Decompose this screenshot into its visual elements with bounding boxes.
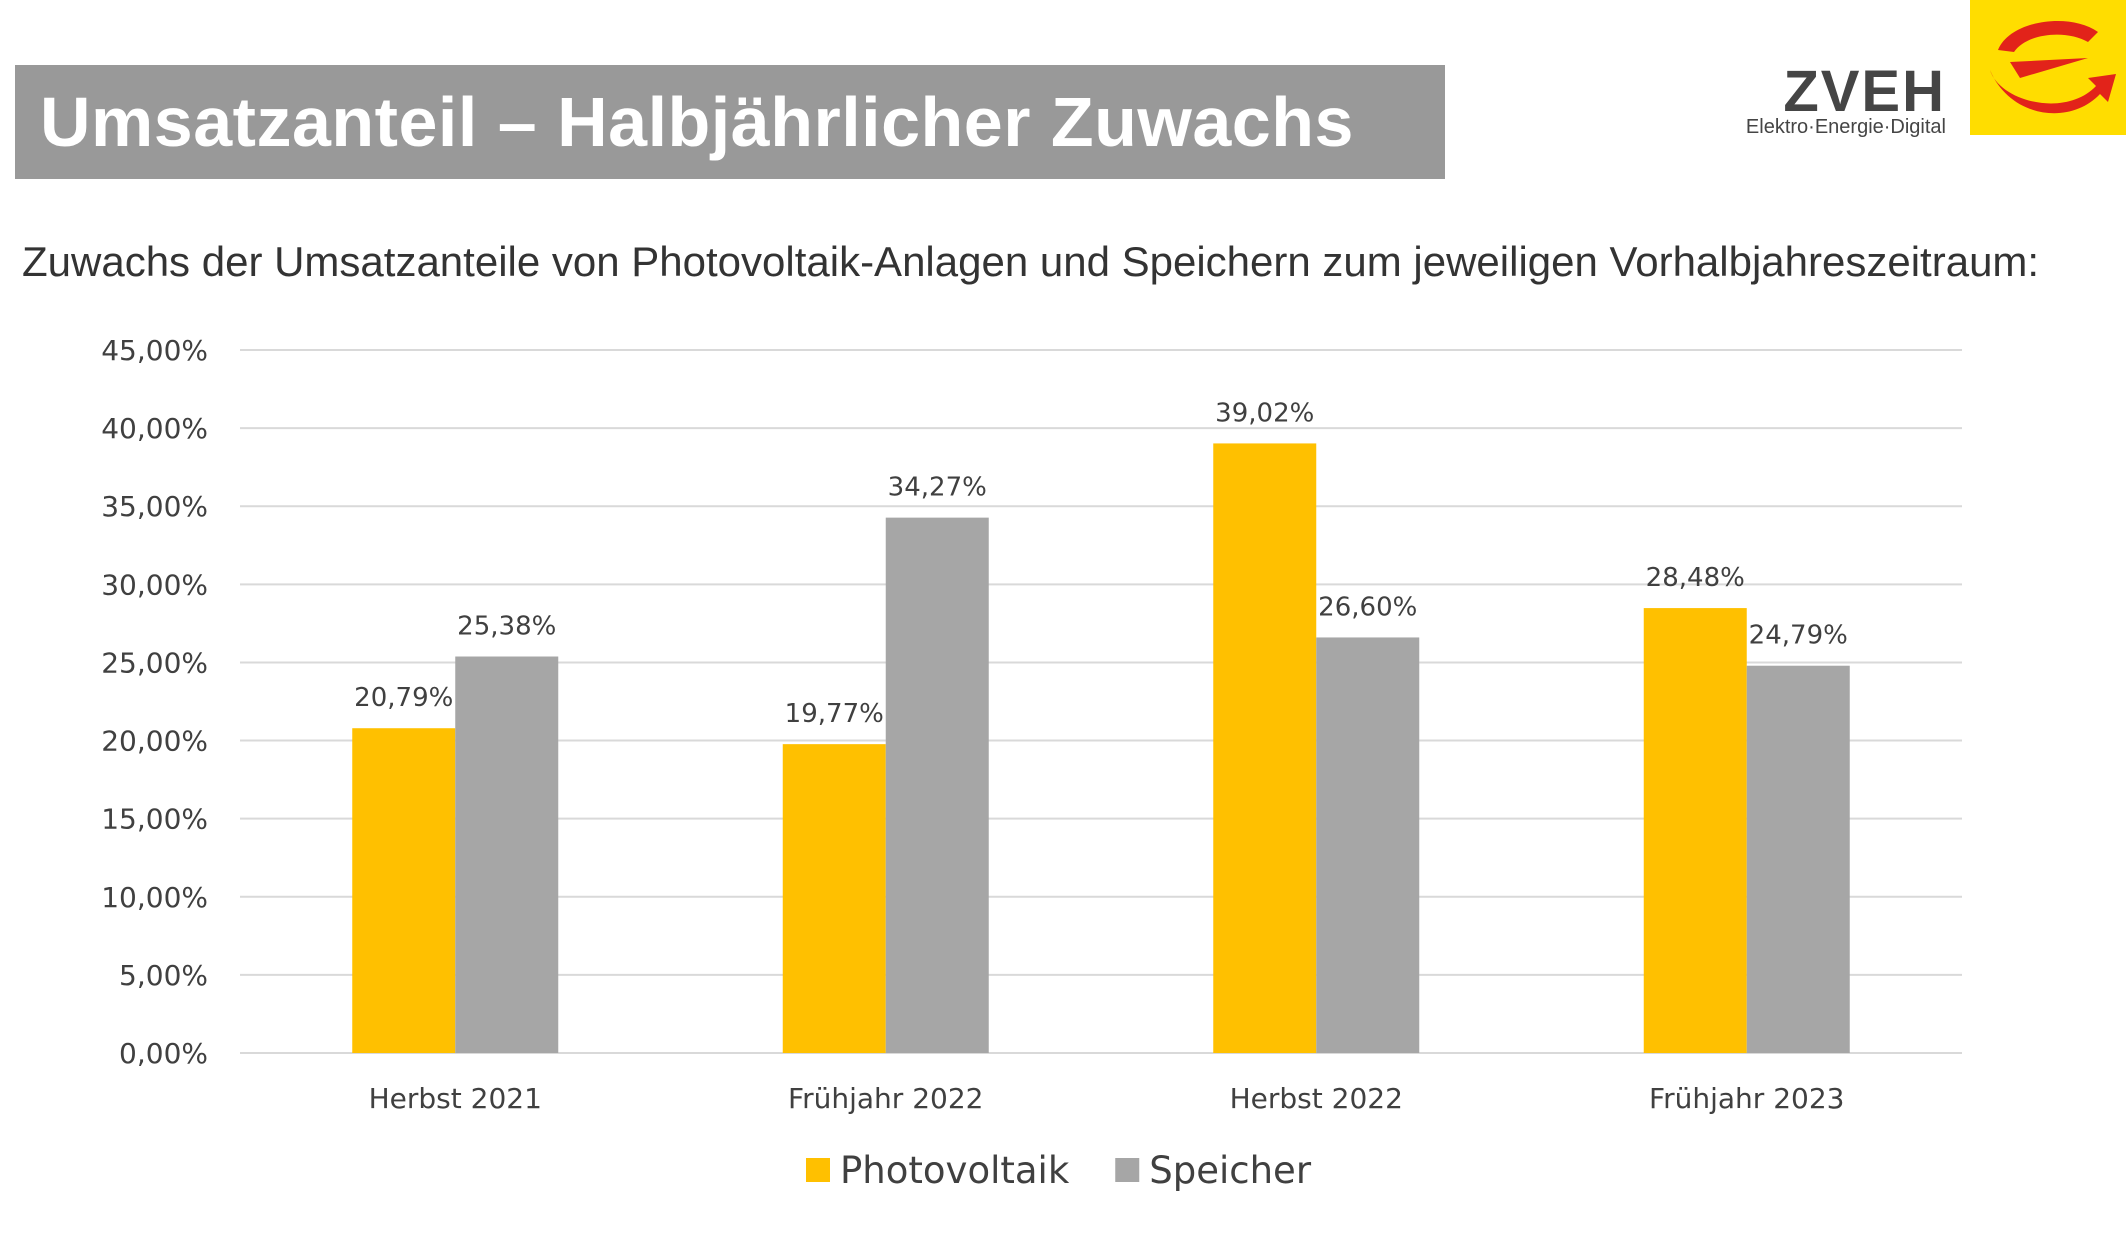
logo-tagline: Elektro·Energie·Digital [1745,116,1946,138]
bar-photovoltaik [1643,608,1747,1053]
y-tick-label: 25,00% [101,646,208,679]
title-banner: Umsatzanteil – Halbjährlicher Zuwachs [15,65,1445,179]
bar-photovoltaik [352,728,456,1053]
bar-speicher [1746,665,1850,1053]
data-label: 28,48% [1646,563,1745,593]
bar-speicher [1316,637,1420,1053]
y-tick-label: 5,00% [119,959,208,992]
y-tick-label: 10,00% [101,881,208,914]
x-tick-label: Frühjahr 2023 [1649,1082,1844,1115]
y-tick-label: 30,00% [101,568,208,601]
data-label: 24,79% [1749,621,1848,651]
bar-speicher [885,517,989,1053]
y-tick-label: 15,00% [101,803,208,836]
legend-label-speicher: Speicher [1149,1149,1312,1192]
data-label: 26,60% [1318,592,1417,622]
zveh-swoosh-icon [1990,20,2116,114]
y-tick-label: 35,00% [101,490,208,523]
legend-swatch-photovoltaik [806,1158,830,1182]
data-label: 34,27% [888,473,987,503]
bar-layer [352,443,1850,1053]
x-tick-label: Herbst 2022 [1230,1082,1403,1115]
chart-subtitle: Zuwachs der Umsatzanteile von Photovolta… [22,238,2040,285]
label-layer: 0,00% 5,00% 10,00% 15,00% 20,00% 25,00% 30,00%… [101,334,1848,1115]
legend: Photovoltaik Speicher [806,1149,1312,1192]
bar-speicher [455,656,559,1053]
bar-photovoltaik [1213,443,1317,1053]
x-tick-label: Frühjahr 2022 [788,1082,983,1115]
bar-photovoltaik [782,744,886,1053]
zveh-logo: ZVEH Elektro·Energie·Digital [1656,0,2126,138]
y-tick-label: 45,00% [101,334,208,367]
y-tick-label: 20,00% [101,725,208,758]
page-title: Umsatzanteil – Halbjährlicher Zuwachs [40,83,1354,161]
y-tick-label: 0,00% [119,1037,208,1070]
x-tick-label: Herbst 2021 [369,1082,542,1115]
legend-swatch-speicher [1115,1158,1140,1182]
y-tick-label: 40,00% [101,412,208,445]
data-label: 19,77% [785,699,884,729]
data-label: 39,02% [1215,398,1314,428]
logo-square [1970,0,2126,135]
data-label: 25,38% [457,612,556,642]
legend-label-photovoltaik: Photovoltaik [840,1149,1070,1192]
logo-name: ZVEH [1783,59,1946,124]
data-label: 20,79% [354,683,453,713]
